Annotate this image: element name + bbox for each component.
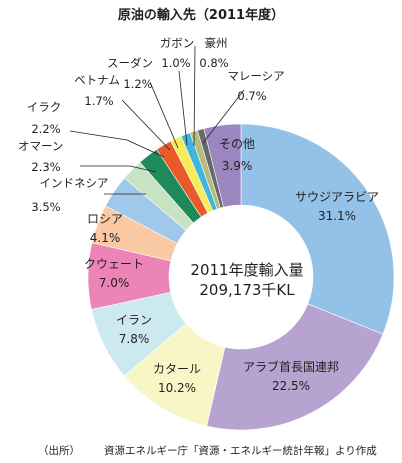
leader-line-11 (149, 81, 179, 149)
slice-label-8: オマーン (18, 139, 63, 153)
leader-line-10 (121, 99, 171, 151)
slice-value-12: 1.0% (161, 56, 190, 70)
slice-value-7: 3.5% (31, 200, 60, 214)
source-text: 資源エネルギー庁「資源・エネルギー統計年報」より作成 (104, 445, 377, 457)
slice-value-10: 1.7% (84, 94, 113, 108)
slice-value-14: 0.7% (237, 89, 266, 103)
slice-value-11: 1.2% (123, 77, 152, 91)
slice-1 (240, 123, 395, 335)
slice-value-15: 3.9% (222, 159, 253, 173)
slice-value-5: 7.0% (99, 276, 130, 290)
slice-label-14: マレーシア (227, 69, 284, 83)
slice-label-12: ガボン (160, 36, 195, 50)
slice-value-3: 10.2% (158, 381, 196, 395)
slice-label-3: カタール (153, 362, 201, 376)
slice-value-6: 4.1% (90, 231, 121, 245)
center-label-line1: 2011年度輸入量 (190, 261, 303, 279)
chart-title: 原油の輸入先（2011年度） (117, 8, 285, 23)
slice-value-4: 7.8% (119, 332, 150, 346)
slice-label-10: ベトナム (74, 73, 120, 87)
slice-value-9: 2.2% (31, 122, 60, 136)
slice-value-13: 0.8% (199, 56, 228, 70)
source-note: （出所） 資源エネルギー庁「資源・エネルギー統計年報」より作成 (38, 443, 377, 458)
slice-label-5: クウェート (84, 257, 144, 271)
slice-label-9: イラク (27, 100, 62, 114)
slice-value-2: 22.5% (272, 379, 310, 393)
slice-value-8: 2.3% (31, 160, 60, 174)
slice-label-6: ロシア (87, 212, 123, 226)
slice-label-15: その他 (219, 137, 255, 151)
slice-label-1: サウジアラビア (295, 190, 379, 204)
slice-label-4: イラン (116, 313, 152, 327)
slice-value-1: 31.1% (318, 209, 356, 223)
leader-line-9 (69, 130, 165, 158)
slice-label-2: アラブ首長国連邦 (243, 359, 339, 374)
slice-label-13: 豪州 (205, 36, 228, 50)
leader-line-14 (202, 89, 245, 144)
leader-line-13 (193, 45, 196, 147)
source-prefix: （出所） (38, 445, 80, 457)
slice-label-11: スーダン (107, 56, 153, 70)
leader-line-8 (80, 165, 157, 173)
slice-2 (206, 303, 384, 431)
slice-label-7: インドネシア (40, 176, 109, 190)
center-label-line2: 209,173千KL (199, 281, 295, 299)
leader-line-12 (178, 70, 188, 146)
